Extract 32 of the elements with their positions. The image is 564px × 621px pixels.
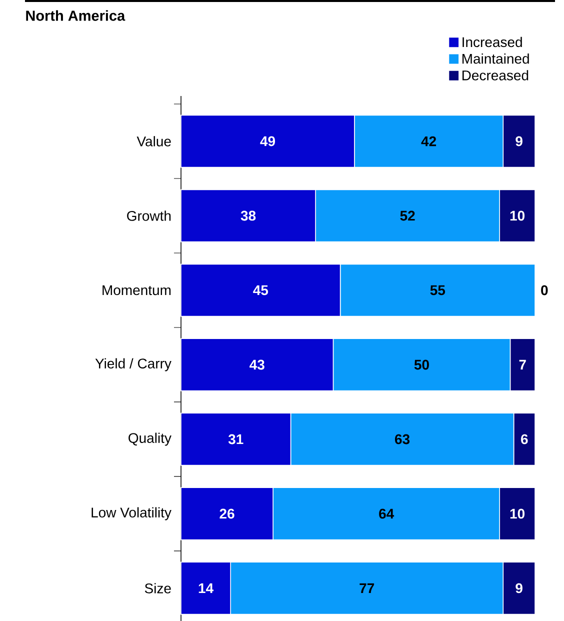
data-label: 14: [198, 583, 214, 594]
data-label: 77: [360, 583, 374, 594]
y-tick-label: Quality: [128, 432, 172, 446]
data-label: 9: [516, 136, 522, 146]
legend-label: Maintained: [462, 53, 529, 64]
y-tick-label: Size: [144, 583, 171, 594]
data-label: 64: [379, 508, 394, 519]
data-label: 10: [510, 508, 525, 519]
data-label: 63: [394, 434, 410, 444]
data-label: 6: [521, 434, 528, 444]
legend-label: Increased: [462, 36, 522, 48]
data-label: 0: [541, 285, 548, 296]
data-label: 42: [421, 136, 436, 146]
y-tick-label: Growth: [127, 210, 171, 221]
data-label: 31: [228, 434, 244, 444]
data-label: 10: [510, 210, 525, 221]
chart-title: North America: [26, 10, 126, 21]
data-label: 38: [240, 210, 256, 221]
data-label: 7: [519, 360, 526, 370]
legend-label: Decreased: [462, 70, 528, 80]
data-label: 52: [400, 210, 415, 221]
data-label: 43: [250, 360, 264, 370]
data-label: 45: [253, 285, 268, 296]
data-label: 50: [414, 360, 429, 370]
data-label: 49: [260, 136, 275, 146]
data-label: 9: [516, 583, 522, 594]
y-tick-label: Value: [136, 136, 171, 146]
y-tick-label: Yield / Carry: [95, 358, 172, 372]
y-tick-label: Momentum: [102, 285, 171, 296]
y-tick-label: Low Volatility: [92, 507, 172, 520]
data-label: 55: [430, 285, 446, 296]
data-label: 26: [220, 508, 234, 519]
